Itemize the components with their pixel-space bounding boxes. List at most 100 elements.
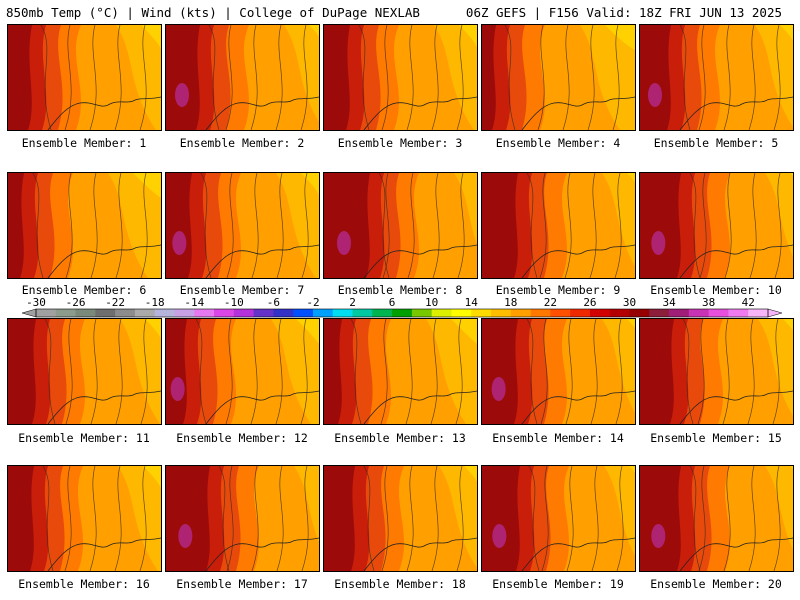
colorbar-swatch	[589, 309, 611, 317]
colorbar-swatch	[293, 309, 314, 317]
member-label: Ensemble Member: 1	[21, 136, 147, 150]
temperature-field	[640, 466, 793, 571]
colorbar-swatch	[95, 309, 116, 317]
member-map-panel	[323, 24, 478, 131]
colorbar-swatch	[134, 309, 156, 317]
temperature-field	[324, 25, 477, 130]
member-label: Ensemble Member: 13	[334, 431, 466, 445]
member-label: Ensemble Member: 8	[337, 283, 463, 297]
colorbar-tick-label: 6	[389, 296, 396, 309]
temperature-field	[482, 466, 635, 571]
colorbar-swatch	[115, 309, 136, 317]
colorbar-swatch	[273, 309, 294, 317]
colorbar-tick-label: 10	[425, 296, 438, 309]
temperature-field	[8, 319, 161, 424]
colorbar-swatch	[154, 309, 175, 317]
member-map-panel	[639, 465, 794, 572]
colorbar-swatch	[36, 309, 57, 317]
member-map-panel	[639, 24, 794, 131]
colorbar-swatch	[431, 309, 452, 317]
colorbar-tick-label: -2	[306, 296, 319, 309]
colorbar-swatch	[233, 309, 255, 317]
colorbar-tick-label: 42	[742, 296, 755, 309]
colorbar-tick-label: -26	[66, 296, 86, 309]
member-label: Ensemble Member: 2	[179, 136, 305, 150]
colorbar-swatch	[550, 309, 571, 317]
colorbar-tick-label: 14	[465, 296, 479, 309]
run-valid-time: 06Z GEFS | F156 Valid: 18Z FRI JUN 13 20…	[465, 5, 782, 20]
colorbar-swatch	[510, 309, 532, 317]
colorbar-swatch	[411, 309, 433, 317]
member-map-panel	[481, 172, 636, 279]
colorbar-tick-label: -6	[267, 296, 280, 309]
colorbar-swatch	[75, 309, 96, 317]
member-map-panel	[639, 172, 794, 279]
member-label: Ensemble Member: 6	[21, 283, 147, 297]
member-map-panel	[7, 24, 162, 131]
colorbar-swatch	[471, 309, 492, 317]
colorbar-tick-label: -22	[105, 296, 125, 309]
colorbar-swatch	[332, 309, 354, 317]
member-map-panel	[165, 318, 320, 425]
colorbar-tick-label: 26	[583, 296, 596, 309]
temperature-field	[640, 319, 793, 424]
colorbar-swatch	[372, 309, 393, 317]
temperature-field	[640, 173, 793, 278]
temperature-field	[166, 466, 319, 571]
colorbar-swatch	[55, 309, 77, 317]
member-label: Ensemble Member: 10	[650, 283, 782, 297]
colorbar-swatch	[491, 309, 512, 317]
colorbar-swatch	[629, 309, 650, 317]
colorbar-swatch	[728, 309, 749, 317]
colorbar-swatch	[748, 309, 769, 317]
member-label: Ensemble Member: 7	[179, 283, 305, 297]
member-label: Ensemble Member: 11	[18, 431, 150, 445]
colorbar-tick-label: -10	[224, 296, 244, 309]
member-label: Ensemble Member: 20	[650, 577, 782, 591]
member-map-panel	[7, 318, 162, 425]
temperature-field	[324, 466, 477, 571]
map-title: 850mb Temp (°C) | Wind (kts) | College o…	[6, 5, 420, 20]
colorbar-swatch	[649, 309, 670, 317]
colorbar-swatch	[688, 309, 710, 317]
colorbar-tick-label: 18	[504, 296, 517, 309]
temperature-field	[8, 466, 161, 571]
member-label: Ensemble Member: 5	[653, 136, 779, 150]
temperature-field	[482, 319, 635, 424]
colorbar-swatch	[669, 309, 690, 317]
colorbar-swatch	[194, 309, 215, 317]
colorbar-tick-label: -18	[145, 296, 165, 309]
colorbar-swatch	[609, 309, 631, 317]
temperature-field	[324, 173, 477, 278]
colorbar-swatch	[570, 309, 591, 317]
member-label: Ensemble Member: 3	[337, 136, 463, 150]
colorbar-right-arrow-icon	[767, 308, 783, 318]
member-map-panel	[7, 172, 162, 279]
colorbar-swatch	[708, 309, 729, 317]
colorbar-tick-label: 2	[349, 296, 356, 309]
member-label: Ensemble Member: 14	[492, 431, 624, 445]
colorbar-left-arrow-icon	[21, 308, 37, 318]
member-label: Ensemble Member: 12	[176, 431, 308, 445]
member-map-panel	[7, 465, 162, 572]
colorbar-swatch	[451, 309, 472, 317]
member-label: Ensemble Member: 17	[176, 577, 308, 591]
colorbar-swatch	[253, 309, 274, 317]
colorbar-tick-label: 38	[702, 296, 715, 309]
colorbar-swatch	[312, 309, 334, 317]
temperature-field	[166, 25, 319, 130]
member-label: Ensemble Member: 18	[334, 577, 466, 591]
member-map-panel	[481, 465, 636, 572]
colorbar-swatch	[174, 309, 195, 317]
member-label: Ensemble Member: 9	[495, 283, 621, 297]
colorbar-tick-label: -14	[184, 296, 204, 309]
member-label: Ensemble Member: 4	[495, 136, 621, 150]
temperature-field	[482, 173, 635, 278]
colorbar-swatch	[352, 309, 373, 317]
temperature-colorbar: -30 -26 -22 -18 -14 -10 -6 -2 2 6 10 14 18 22 26 30 34 38…	[21, 296, 783, 318]
temperature-field	[482, 25, 635, 130]
colorbar-tick-label: 30	[623, 296, 636, 309]
temperature-field	[640, 25, 793, 130]
temperature-field	[8, 25, 161, 130]
member-map-panel	[323, 318, 478, 425]
